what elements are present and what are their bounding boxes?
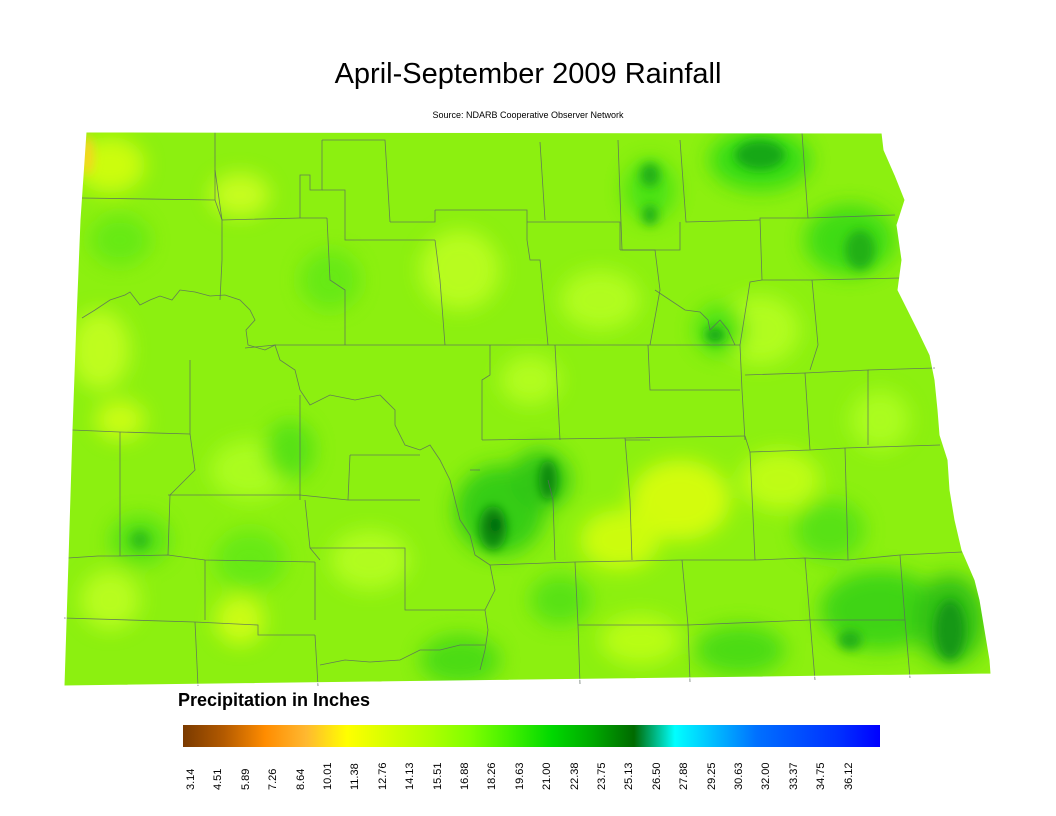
legend-color-bar [183,725,880,747]
map-subtitle: Source: NDARB Cooperative Observer Netwo… [432,110,624,120]
state-outline [63,131,992,687]
legend-title: Precipitation in Inches [178,690,371,710]
county-boundaries [63,132,963,687]
map-title: April-September 2009 Rainfall [334,58,722,90]
state-fill [64,132,991,686]
